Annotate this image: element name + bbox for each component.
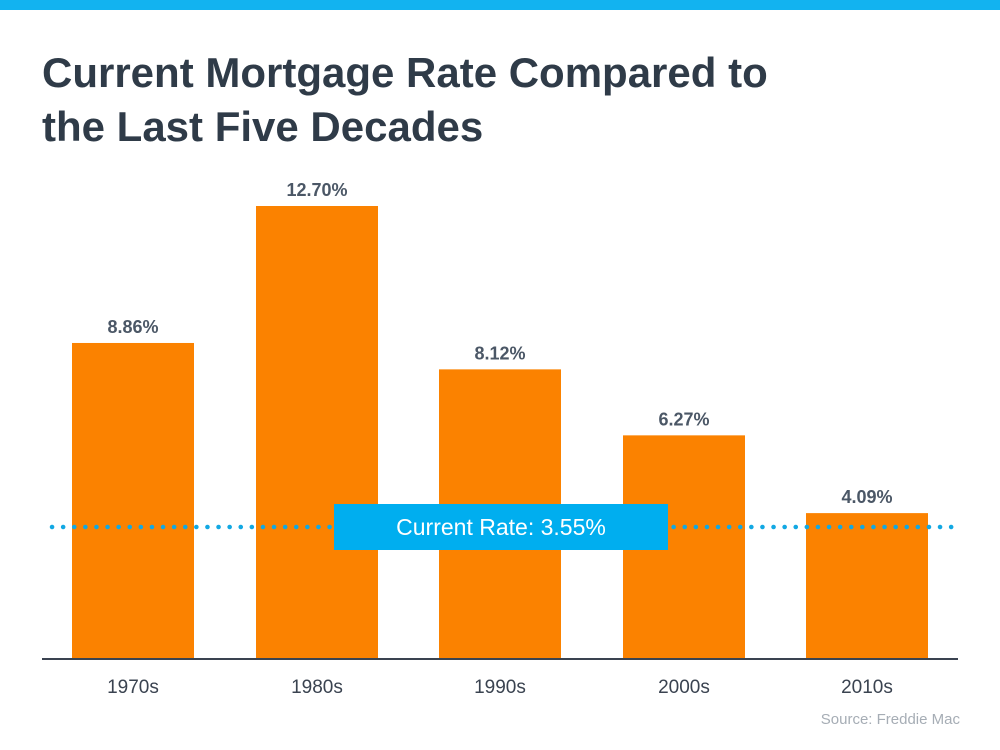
value-label-1980s: 12.70% bbox=[286, 180, 347, 200]
current-rate-label: Current Rate: 3.55% bbox=[396, 514, 606, 540]
x-tick-label-1970s: 1970s bbox=[107, 677, 159, 698]
x-tick-label-2010s: 2010s bbox=[841, 677, 893, 698]
source-note: Source: Freddie Mac bbox=[820, 711, 960, 728]
chart-title-line-2: the Last Five Decades bbox=[42, 103, 484, 150]
chart-title-line-1: Current Mortgage Rate Compared to bbox=[42, 49, 768, 96]
current-rate-box bbox=[334, 504, 668, 550]
value-label-2010s: 4.09% bbox=[841, 487, 892, 507]
x-tick-label-1980s: 1980s bbox=[291, 677, 343, 698]
bar-1980s bbox=[256, 206, 378, 659]
top-accent-bar bbox=[0, 0, 1000, 10]
value-label-1990s: 8.12% bbox=[474, 343, 525, 363]
bar-2010s bbox=[806, 513, 928, 659]
x-tick-label-2000s: 2000s bbox=[658, 677, 710, 698]
bar-1970s bbox=[72, 342, 194, 659]
value-label-1970s: 8.86% bbox=[107, 317, 158, 337]
x-tick-label-1990s: 1990s bbox=[474, 677, 526, 698]
chart-title: Current Mortgage Rate Compared to the La… bbox=[42, 46, 768, 154]
value-label-2000s: 6.27% bbox=[658, 409, 709, 429]
